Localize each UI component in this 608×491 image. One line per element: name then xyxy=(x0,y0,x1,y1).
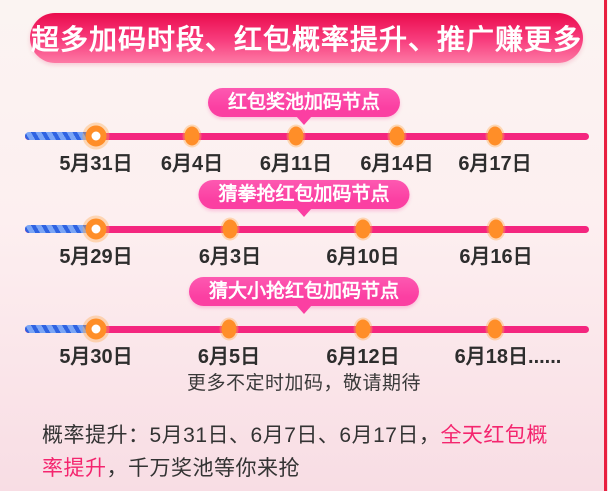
timeline-node-dot xyxy=(389,126,405,146)
section-label-pill: 猜拳抢红包加码节点 xyxy=(198,180,410,209)
timeline-node-dot xyxy=(487,319,503,339)
timeline-node-dot xyxy=(288,126,304,146)
probability-note-prefix: 概率提升：5月31日、6月7日、6月17日， xyxy=(42,424,441,447)
timeline-date-label: 6月5日 xyxy=(197,346,261,368)
timeline-track xyxy=(25,325,589,333)
timeline-date-label: 6月10日 xyxy=(326,246,400,268)
timeline-date-label: 5月31日 xyxy=(59,153,133,175)
timeline-date-label: 6月14日 xyxy=(360,153,434,175)
timeline-date-label: 6月3日 xyxy=(198,246,262,268)
timeline-node-ring xyxy=(85,125,107,147)
timeline-node-ring xyxy=(85,218,107,240)
probability-note: 概率提升：5月31日、6月7日、6月17日，全天红包概率提升，千万奖池等你来抢 xyxy=(42,419,566,485)
section-label-pill: 猜大小抢红包加码节点 xyxy=(188,277,420,306)
timeline-striped-segment xyxy=(25,325,99,333)
timeline-node-dot xyxy=(488,219,504,239)
probability-note-suffix: ，千万奖池等你来抢 xyxy=(106,457,300,480)
timeline-date-label: 6月17日 xyxy=(458,153,532,175)
timeline-date-label: 5月29日 xyxy=(59,246,133,268)
timeline-node-dot xyxy=(355,219,371,239)
banner-title: 超多加码时段、红包概率提升、推广赚更多 xyxy=(30,24,582,55)
timeline-track xyxy=(25,132,589,140)
timeline-date-label: 6月18日...... xyxy=(454,346,562,368)
page-right-border xyxy=(604,0,607,491)
label-pointer xyxy=(296,305,312,314)
timeline-track xyxy=(25,225,589,233)
timeline-node-dot xyxy=(221,319,237,339)
probability-note-highlight: 全天红包概率提升 xyxy=(42,424,548,480)
timeline-date-label: 6月11日 xyxy=(259,153,333,175)
more-times-note: 更多不定时加码，敬请期待 xyxy=(186,373,421,394)
timeline-node-dot xyxy=(355,319,371,339)
timeline-node-dot xyxy=(184,126,200,146)
timeline-node-dot xyxy=(487,126,503,146)
timeline-striped-segment xyxy=(25,132,99,140)
section-label-pill: 红包奖池加码节点 xyxy=(207,88,401,117)
label-pointer xyxy=(296,116,312,125)
timeline-date-label: 6月12日 xyxy=(326,346,400,368)
timeline-date-label: 6月4日 xyxy=(160,153,224,175)
timeline-date-label: 6月16日 xyxy=(459,246,533,268)
timeline-date-label: 5月30日 xyxy=(59,346,133,368)
promo-banner: 超多加码时段、红包概率提升、推广赚更多 xyxy=(30,13,583,63)
timeline-striped-segment xyxy=(25,225,99,233)
timeline-node-ring xyxy=(85,318,107,340)
label-pointer xyxy=(296,208,312,217)
timeline-node-dot xyxy=(222,219,238,239)
